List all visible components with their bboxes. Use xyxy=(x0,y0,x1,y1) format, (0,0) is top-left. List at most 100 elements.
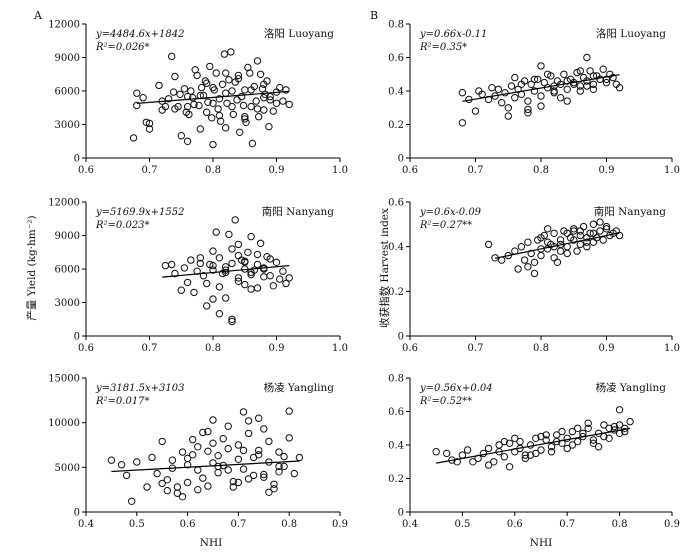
data-point xyxy=(280,452,288,461)
panel-yangling-yield: 0 5000 10000 15000 0.4 0.5 0.6 0.7 0.8 0.9 y=3181.… xyxy=(48,374,348,531)
y-tick-label: 15000 xyxy=(48,374,80,385)
data-point xyxy=(133,458,141,466)
data-point xyxy=(222,124,230,132)
data-point xyxy=(190,100,198,109)
y-tick-label: 0 xyxy=(74,332,80,343)
data-point xyxy=(229,483,238,491)
data-point xyxy=(122,471,131,480)
data-point xyxy=(224,422,232,430)
data-point xyxy=(265,488,273,496)
regression-equation: y=0.56x+0.04 xyxy=(419,383,493,394)
data-point xyxy=(285,100,293,109)
data-point xyxy=(161,261,170,270)
data-point xyxy=(511,73,519,82)
data-point xyxy=(161,102,170,111)
x-axis-label-left: NHI xyxy=(200,537,223,549)
data-point xyxy=(615,231,624,240)
data-point xyxy=(247,102,255,111)
data-point xyxy=(183,102,192,111)
data-point xyxy=(272,258,281,266)
x-tick-label: 0.9 xyxy=(332,519,348,530)
data-point xyxy=(543,238,552,246)
data-point xyxy=(498,99,506,107)
data-point xyxy=(234,75,243,83)
y-tick-label: 0 xyxy=(398,154,404,165)
data-point xyxy=(185,110,193,119)
data-point xyxy=(180,85,189,93)
data-point xyxy=(579,222,588,231)
data-point xyxy=(163,486,172,495)
x-tick-label: 0.6 xyxy=(78,165,94,176)
data-point xyxy=(279,97,287,105)
data-point xyxy=(272,99,281,108)
data-point xyxy=(484,240,493,249)
data-point xyxy=(550,254,558,262)
panel-luoyang-hi: 0 0.2 0.4 0.6 0.8 0.6 0.7 0.8 0.9 1.0 y=0.66x-0.11… xyxy=(388,20,680,177)
x-tick-label: 0.9 xyxy=(269,165,285,176)
x-tick-label: 0.7 xyxy=(468,343,484,354)
data-point xyxy=(570,225,578,233)
data-point xyxy=(242,118,250,127)
data-point xyxy=(209,295,217,303)
regression-equation: y=3181.5x+3103 xyxy=(95,383,185,394)
data-point xyxy=(626,417,634,426)
regression-line xyxy=(162,265,290,278)
data-point xyxy=(602,225,611,233)
panel-nanyang-yield: 0 3000 6000 9000 12000 0.6 0.7 0.8 0.9 1.0 y=5169.… xyxy=(48,198,348,355)
x-tick-label: 1.0 xyxy=(332,165,348,176)
site-label: 南阳 Nanyang xyxy=(262,205,335,218)
data-point xyxy=(193,71,201,80)
x-axis-label-right: NHI xyxy=(530,537,553,549)
panel-yangling-hi: 0 0.2 0.4 0.6 0.8 0.4 0.5 0.6 0.7 0.8 0.9 y=0.56x+0… xyxy=(388,374,680,531)
y-axis-label-harvest-index: 收获指数 Harvest index xyxy=(378,208,391,328)
data-point xyxy=(574,437,582,446)
data-point xyxy=(228,102,236,111)
data-point xyxy=(233,96,241,104)
site-label: 杨凌 Yangling xyxy=(596,381,667,394)
data-point xyxy=(537,245,545,253)
data-point xyxy=(514,85,522,94)
data-point xyxy=(556,247,565,255)
data-point xyxy=(228,315,236,323)
data-point xyxy=(511,94,519,102)
data-point xyxy=(176,90,184,99)
data-point xyxy=(576,87,584,95)
data-point xyxy=(196,254,205,262)
data-point xyxy=(504,251,512,260)
data-point xyxy=(236,128,244,137)
data-point xyxy=(197,83,206,92)
data-point xyxy=(222,268,230,277)
data-point xyxy=(183,278,192,287)
data-point xyxy=(560,70,568,79)
data-point xyxy=(265,123,273,131)
data-point xyxy=(228,245,236,253)
data-point xyxy=(543,70,552,79)
data-point xyxy=(269,282,277,290)
data-point xyxy=(209,266,217,274)
data-point xyxy=(260,106,268,114)
data-point xyxy=(479,449,488,458)
data-point xyxy=(187,256,195,264)
data-point xyxy=(214,105,222,113)
data-point xyxy=(187,87,195,95)
data-point xyxy=(255,414,263,422)
data-point xyxy=(171,72,179,81)
data-point xyxy=(615,421,624,429)
data-point xyxy=(568,441,577,449)
data-point xyxy=(458,89,467,97)
data-point xyxy=(260,80,268,89)
data-point xyxy=(129,134,138,142)
data-point xyxy=(584,424,592,432)
data-point xyxy=(596,227,604,235)
data-point xyxy=(583,82,591,90)
data-point xyxy=(602,222,611,231)
y-tick-label: 0.4 xyxy=(388,87,404,98)
data-point xyxy=(553,258,562,266)
data-point xyxy=(458,451,467,459)
data-point xyxy=(256,239,265,248)
data-point xyxy=(504,112,512,120)
data-point xyxy=(605,424,613,432)
data-point xyxy=(570,227,578,235)
data-point xyxy=(615,406,624,414)
x-tick-label: 0.5 xyxy=(454,519,470,530)
